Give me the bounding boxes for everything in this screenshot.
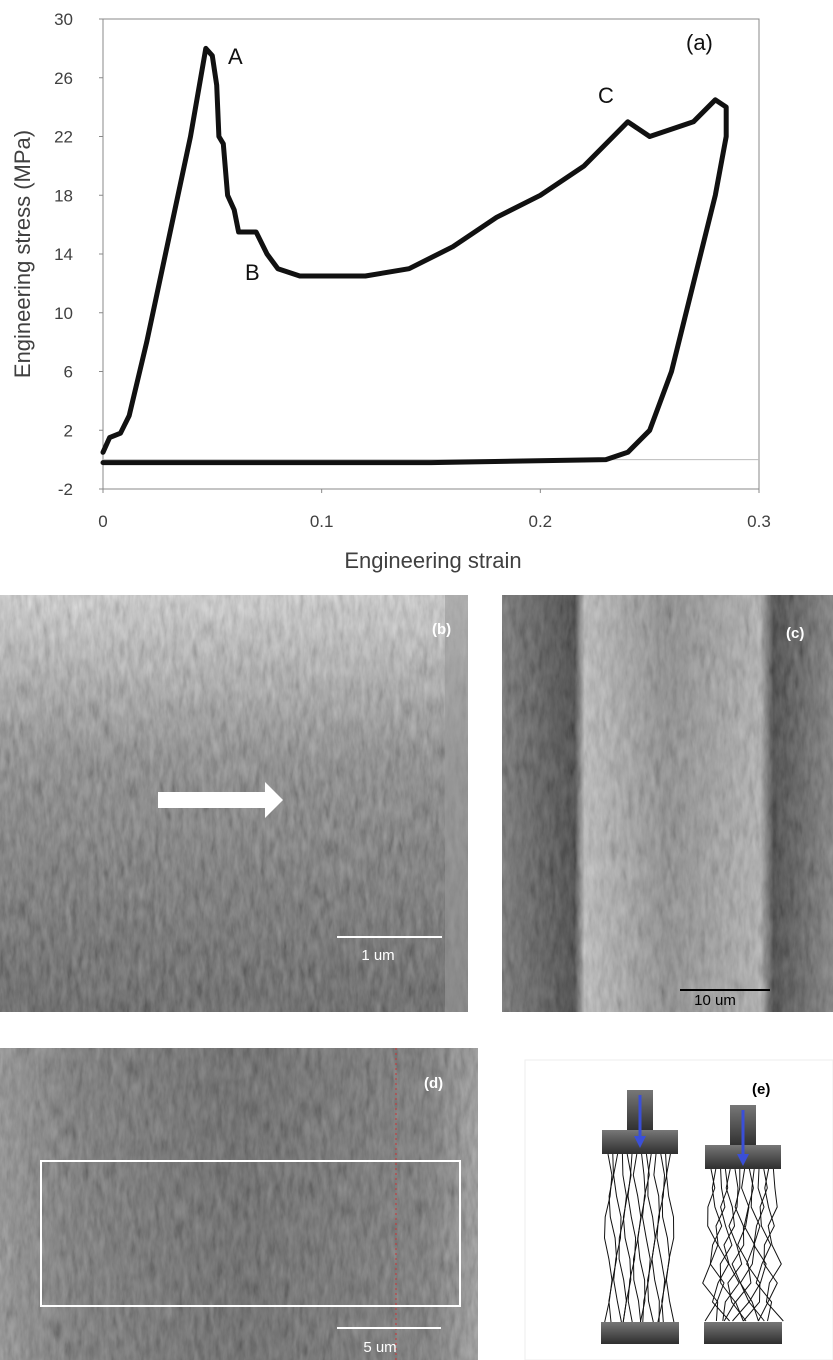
arrow — [158, 782, 283, 818]
panel-c: 10 um (c) — [502, 595, 833, 1012]
panel-label: (b) — [432, 621, 451, 638]
annotation: (a) — [686, 30, 713, 55]
fiber — [618, 1153, 627, 1323]
base-plate — [601, 1322, 679, 1344]
fiber — [757, 1168, 778, 1322]
schematic-frame — [524, 1059, 833, 1360]
panel-label: (c) — [786, 625, 804, 642]
x-tick-label: 0 — [98, 512, 107, 531]
panel-b: 1 um (b) — [0, 595, 468, 1012]
fiber — [727, 1168, 747, 1322]
sem-texture — [502, 595, 833, 1012]
fiber — [765, 1168, 784, 1322]
scale-bar-label: 5 um — [363, 1339, 396, 1356]
fiber — [748, 1168, 767, 1322]
stress-strain-curve — [100, 45, 729, 466]
y-tick-label: 2 — [64, 421, 73, 440]
y-tick-label: 26 — [54, 69, 73, 88]
x-tick-label: 0.3 — [747, 512, 771, 531]
panel-label: (e) — [752, 1081, 770, 1098]
load-arrow — [634, 1136, 646, 1148]
x-tick-label: 0.2 — [529, 512, 553, 531]
fiber — [735, 1168, 752, 1322]
panel-d: 5 um (d) — [0, 1048, 478, 1360]
scale-bar-label: 10 um — [694, 992, 736, 1009]
y-tick-label: 6 — [64, 363, 73, 382]
y-tick-label: 18 — [54, 186, 73, 205]
scale-bar-label: 1 um — [361, 947, 394, 964]
sem-edge — [445, 595, 468, 1012]
highlight-box — [40, 1160, 461, 1307]
load-arrow — [737, 1154, 749, 1166]
fiber — [731, 1169, 750, 1322]
fiber — [651, 1153, 661, 1323]
y-tick-label: 14 — [54, 245, 73, 264]
fiber — [661, 1153, 671, 1323]
x-axis-title: Engineering strain — [344, 548, 521, 573]
annotation: A — [228, 44, 243, 69]
annotation: C — [598, 83, 614, 108]
fiber — [627, 1153, 637, 1323]
y-axis-title: Engineering stress (MPa) — [10, 130, 35, 378]
fiber — [711, 1168, 730, 1322]
plot-frame — [102, 18, 760, 490]
panel-e: (e) — [524, 1059, 833, 1360]
chart: Engineering stress (MPa) Engineering str… — [10, 10, 771, 573]
fiber — [755, 1168, 773, 1322]
base-plate — [704, 1322, 782, 1344]
fiber — [722, 1168, 740, 1322]
fiber — [704, 1168, 725, 1322]
panel-label: (d) — [424, 1075, 443, 1092]
annotation: B — [245, 260, 260, 285]
y-tick-label: -2 — [58, 480, 73, 499]
y-tick-label: 22 — [54, 128, 73, 147]
fiber — [665, 1153, 675, 1323]
x-tick-label: 0.1 — [310, 512, 334, 531]
y-tick-label: 10 — [54, 304, 73, 323]
y-tick-label: 30 — [54, 10, 73, 29]
fiber — [613, 1153, 622, 1323]
fiber — [608, 1153, 618, 1323]
sem-texture — [0, 1048, 478, 1360]
fiber — [637, 1153, 646, 1323]
